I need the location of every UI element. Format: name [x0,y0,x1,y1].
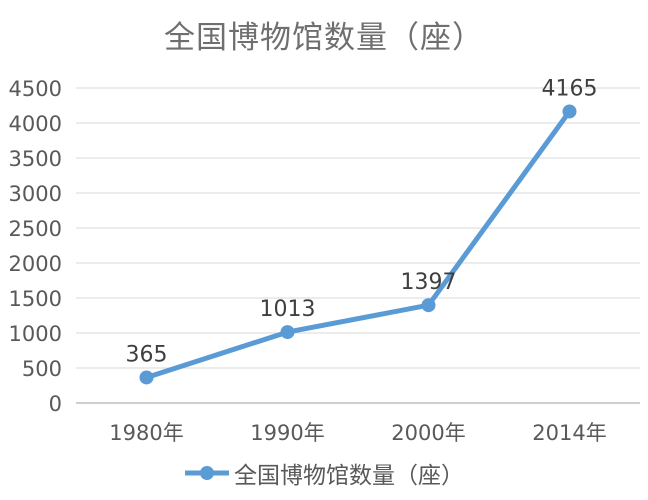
data-point [562,104,577,119]
y-tick-label: 1000 [9,322,62,346]
x-tick-label: 2000年 [391,421,465,445]
y-tick-label: 1500 [9,287,62,311]
data-point [421,298,436,313]
y-tick-label: 4500 [9,77,62,101]
data-label: 4165 [542,76,598,101]
data-point [139,370,154,385]
x-tick-label: 1980年 [109,421,183,445]
y-tick-label: 4000 [9,112,62,136]
y-tick-label: 2500 [9,217,62,241]
data-label: 1013 [260,297,316,322]
x-tick-label: 2014年 [532,421,606,445]
legend-label: 全国博物馆数量（座） [234,463,464,489]
y-tick-label: 3000 [9,182,62,206]
data-point [280,325,295,340]
x-tick-label: 1990年 [250,421,324,445]
chart-title: 全国博物馆数量（座） [164,20,484,56]
data-label: 365 [126,342,168,367]
data-label: 1397 [401,270,457,295]
data-line [144,108,572,380]
legend-dot-icon [200,466,214,480]
legend: 全国博物馆数量（座） [0,456,648,490]
y-tick-label: 3500 [9,147,62,171]
line-chart-plot: 0 500 1000 1500 2000 2500 3000 3500 4000 4500 1980… [9,76,640,445]
y-tick-label: 500 [22,357,62,381]
legend-line-marker-icon [185,466,229,480]
y-tick-label: 0 [49,392,62,416]
y-tick-label: 2000 [9,252,62,276]
